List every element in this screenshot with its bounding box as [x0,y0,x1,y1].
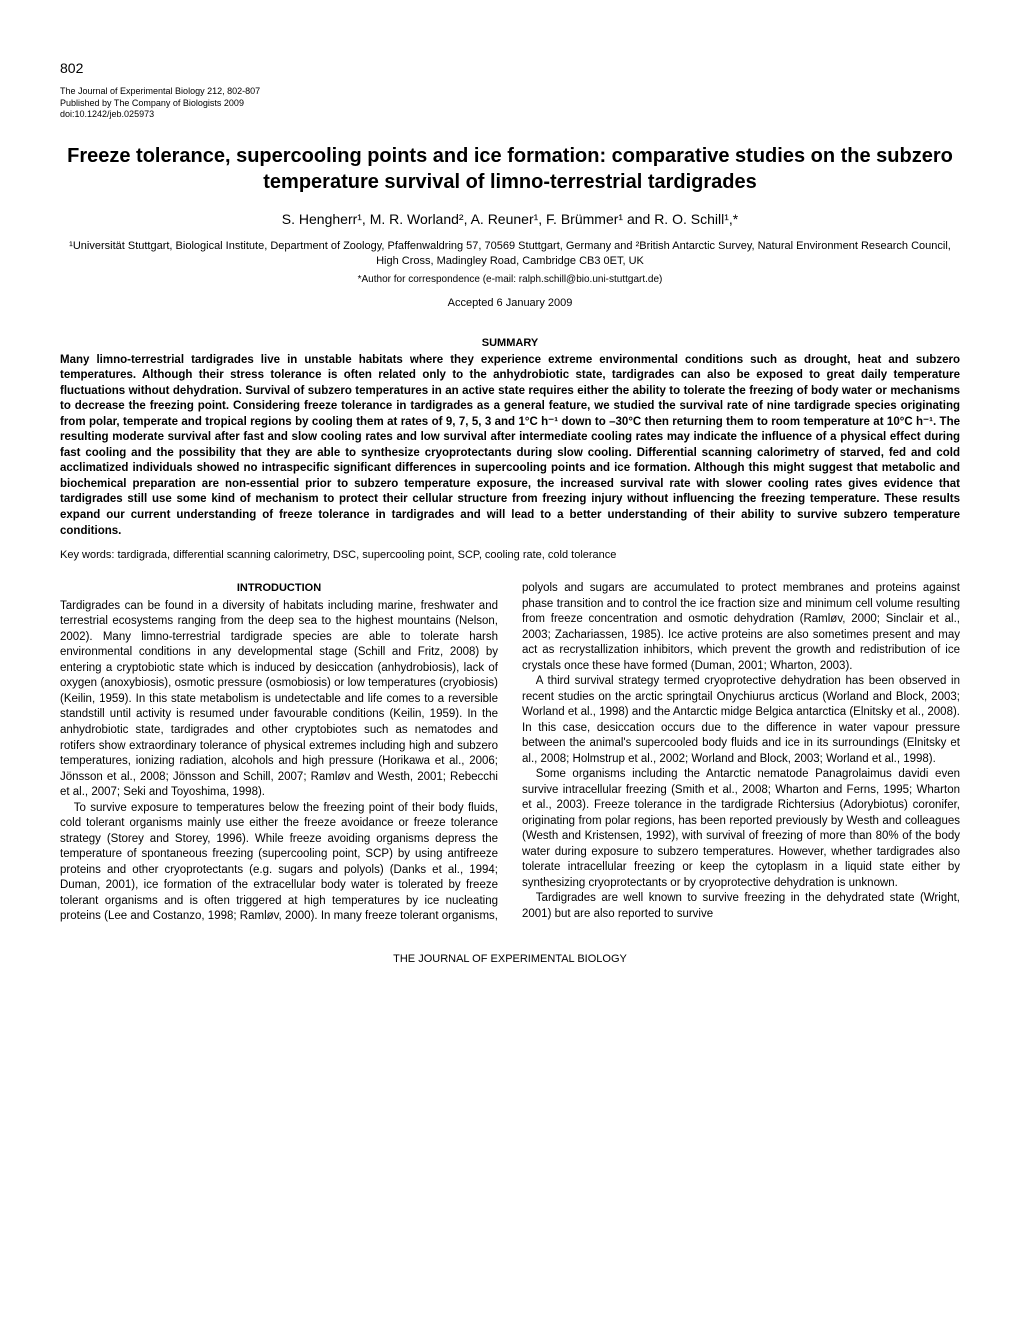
keywords: Key words: tardigrada, differential scan… [60,549,960,561]
body-paragraph: A third survival strategy termed cryopro… [522,674,960,767]
journal-info: The Journal of Experimental Biology 212,… [60,86,960,121]
authors: S. Hengherr¹, M. R. Worland², A. Reuner¹… [60,211,960,227]
correspondence: *Author for correspondence (e-mail: ralp… [60,274,960,285]
body-paragraph: Some organisms including the Antarctic n… [522,767,960,891]
accepted-date: Accepted 6 January 2009 [60,297,960,309]
introduction-heading: INTRODUCTION [60,581,498,596]
body-paragraph: Tardigrades are well known to survive fr… [522,891,960,922]
summary-heading: SUMMARY [60,337,960,349]
affiliations: ¹Universität Stuttgart, Biological Insti… [60,239,960,270]
footer: THE JOURNAL OF EXPERIMENTAL BIOLOGY [60,953,960,965]
journal-line: doi:10.1242/jeb.025973 [60,109,960,121]
page-number: 802 [60,60,960,76]
body-paragraph: Tardigrades can be found in a diversity … [60,599,498,801]
journal-line: The Journal of Experimental Biology 212,… [60,86,960,98]
article-title: Freeze tolerance, supercooling points an… [60,143,960,195]
body-columns: INTRODUCTION Tardigrades can be found in… [60,581,960,925]
journal-line: Published by The Company of Biologists 2… [60,98,960,110]
summary-text: Many limno-terrestrial tardigrades live … [60,353,960,539]
